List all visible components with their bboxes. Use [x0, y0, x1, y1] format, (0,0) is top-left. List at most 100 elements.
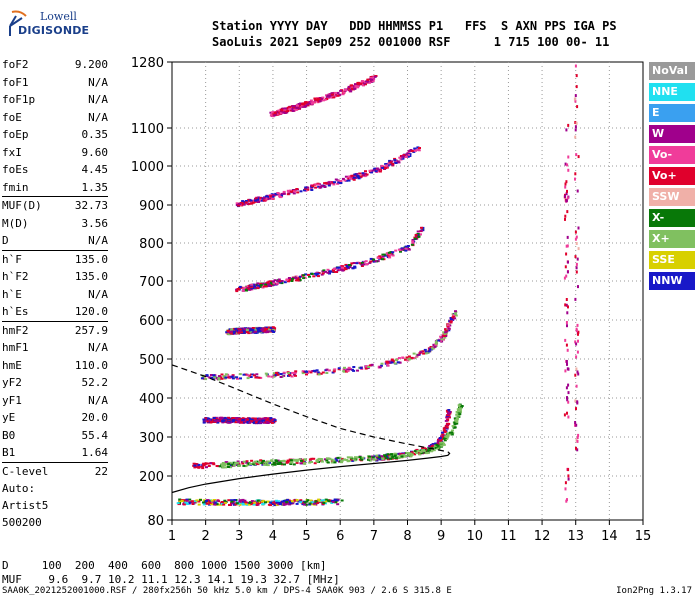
echo-point — [445, 416, 449, 419]
echo-point — [243, 499, 247, 502]
echo-point — [567, 168, 570, 172]
echo-point — [199, 498, 202, 501]
echo-point — [308, 502, 312, 505]
echo-point — [293, 371, 297, 374]
echo-point — [244, 465, 248, 468]
echo-point — [339, 180, 343, 182]
echo-point — [201, 375, 205, 378]
echo-point — [567, 477, 570, 481]
echo-point — [426, 451, 430, 454]
parameter-value: 52.2 — [81, 376, 109, 389]
echo-point — [267, 197, 271, 200]
echo-point — [393, 452, 397, 455]
echo-point — [270, 418, 274, 421]
echo-point — [260, 500, 264, 503]
echo-point — [273, 463, 277, 466]
echo-point — [349, 177, 352, 180]
echo-point — [314, 186, 318, 189]
echo-point — [441, 436, 445, 439]
echo-point — [303, 105, 306, 108]
echo-point — [420, 452, 424, 454]
echo-point — [576, 323, 579, 327]
echo-point — [240, 461, 244, 464]
echo-point — [227, 463, 231, 465]
echo-point — [368, 459, 372, 462]
echo-point — [305, 373, 308, 376]
echo-point — [304, 370, 308, 373]
muf-distance-row: D 100 200 400 600 800 1000 1500 3000 [km… — [2, 559, 327, 572]
echo-point — [261, 503, 265, 506]
echo-point — [230, 463, 234, 466]
echo-point — [219, 376, 223, 379]
echo-point — [574, 421, 577, 424]
echo-point — [212, 374, 216, 377]
echo-point — [260, 462, 264, 464]
echo-point — [387, 251, 391, 254]
echo-point — [414, 234, 418, 236]
echo-point — [333, 461, 337, 464]
echo-point — [390, 453, 393, 456]
echo-point — [453, 423, 457, 426]
echo-point — [364, 260, 368, 263]
echo-point — [431, 347, 435, 350]
echo-point — [231, 330, 234, 333]
echo-point — [567, 260, 569, 264]
echo-point — [369, 260, 373, 263]
echo-point — [317, 185, 321, 188]
echo-point — [238, 500, 242, 503]
echo-point — [204, 417, 208, 420]
echo-point — [447, 415, 451, 418]
echo-point — [281, 192, 284, 195]
echo-point — [355, 262, 359, 265]
echo-point — [256, 499, 260, 502]
echo-point — [287, 459, 291, 462]
echo-point — [574, 373, 577, 377]
echo-point — [575, 85, 578, 89]
echo-point — [236, 377, 239, 380]
echo-point — [212, 417, 216, 419]
echo-point — [575, 235, 578, 239]
echo-point — [567, 391, 570, 395]
echo-point — [367, 366, 371, 368]
echo-point — [338, 93, 342, 96]
echo-point — [202, 501, 205, 504]
echo-point — [355, 173, 359, 176]
echo-point — [565, 244, 568, 248]
echo-point — [575, 262, 578, 266]
parameter-row: foEp 0.35 — [2, 126, 108, 144]
echo-point — [250, 502, 254, 505]
echo-point — [277, 111, 281, 114]
echo-point — [224, 466, 228, 469]
echo-point — [296, 104, 299, 107]
echo-point — [574, 121, 577, 124]
echo-point — [410, 451, 414, 454]
echo-point — [330, 461, 334, 464]
echo-point — [246, 420, 250, 423]
echo-point — [575, 407, 577, 411]
echo-point — [449, 318, 453, 321]
echo-point — [292, 499, 296, 502]
echo-point — [289, 189, 292, 192]
echo-point — [300, 459, 303, 462]
echo-point — [185, 498, 189, 501]
parameter-row: h`E N/A — [2, 286, 108, 304]
echo-point — [231, 417, 235, 419]
echo-point — [360, 80, 364, 82]
echo-point — [227, 333, 231, 336]
echo-point — [386, 361, 389, 364]
echo-point — [242, 328, 246, 330]
x-tick-label: 15 — [635, 529, 652, 544]
echo-point — [390, 358, 394, 361]
echo-point — [341, 265, 345, 268]
echo-point — [253, 285, 257, 288]
echo-point — [258, 418, 262, 421]
echo-point — [406, 152, 410, 155]
echo-point — [279, 376, 283, 378]
echo-point — [413, 237, 417, 240]
echo-point — [235, 202, 239, 205]
echo-point — [294, 279, 298, 282]
echo-point — [276, 282, 279, 285]
echo-point — [223, 499, 227, 502]
echo-point — [258, 196, 262, 199]
parameter-label: B1 — [2, 446, 16, 459]
